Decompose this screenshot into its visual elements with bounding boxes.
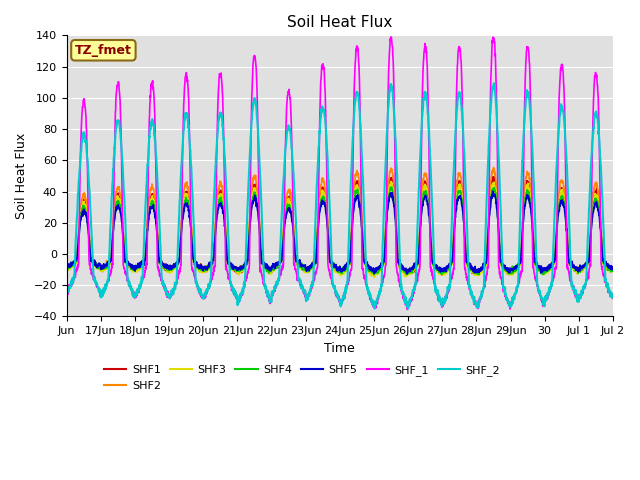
SHF2 [490, 165, 497, 170]
SHF1 [505, 268, 513, 274]
SHF4 [236, 267, 243, 273]
SHF2 [118, 200, 125, 205]
Line: SHF2: SHF2 [67, 168, 613, 275]
SHF5 [536, 265, 543, 271]
SHF5 [505, 266, 513, 272]
Line: SHF_1: SHF_1 [67, 37, 613, 310]
SHF3 [387, 179, 395, 184]
SHF2 [63, 265, 70, 271]
SHF3 [602, 263, 609, 269]
SHF4 [370, 272, 378, 278]
Line: SHF1: SHF1 [67, 177, 613, 275]
X-axis label: Time: Time [324, 342, 355, 355]
Y-axis label: Soil Heat Flux: Soil Heat Flux [15, 133, 28, 219]
Legend: SHF1, SHF2, SHF3, SHF4, SHF5, SHF_1, SHF_2: SHF1, SHF2, SHF3, SHF4, SHF5, SHF_1, SHF… [100, 361, 504, 395]
SHF_1 [236, 299, 243, 305]
SHF4 [387, 184, 395, 190]
SHF_2 [236, 294, 243, 300]
SHF3 [118, 207, 125, 213]
SHF4 [609, 267, 617, 273]
SHF5 [609, 265, 617, 271]
Line: SHF3: SHF3 [67, 181, 613, 277]
SHF3 [236, 268, 243, 274]
SHF_2 [505, 299, 513, 304]
SHF4 [118, 212, 125, 217]
SHF5 [602, 261, 609, 267]
SHF5 [372, 267, 380, 273]
SHF3 [609, 268, 617, 274]
SHF_1 [403, 307, 411, 312]
SHF_2 [490, 80, 498, 86]
SHF_2 [609, 292, 617, 298]
SHF_1 [63, 289, 70, 295]
SHF3 [536, 269, 543, 275]
SHF1 [602, 263, 609, 268]
SHF4 [536, 267, 543, 273]
SHF_2 [602, 278, 609, 284]
SHF2 [236, 269, 243, 275]
SHF3 [505, 271, 513, 276]
SHF_1 [536, 291, 543, 297]
SHF_1 [609, 294, 617, 300]
SHF1 [118, 206, 125, 212]
SHF2 [609, 267, 617, 273]
Text: TZ_fmet: TZ_fmet [75, 44, 132, 57]
SHF4 [602, 261, 609, 267]
SHF5 [403, 271, 411, 276]
SHF2 [373, 266, 381, 272]
SHF_1 [505, 299, 513, 304]
SHF4 [63, 264, 70, 270]
SHF1 [609, 268, 617, 274]
SHF2 [505, 268, 513, 274]
SHF5 [489, 189, 497, 194]
SHF_2 [373, 298, 381, 304]
SHF_2 [63, 286, 70, 291]
SHF5 [118, 216, 125, 221]
Line: SHF4: SHF4 [67, 187, 613, 275]
SHF_1 [602, 280, 609, 286]
SHF4 [505, 270, 513, 276]
SHF1 [236, 268, 243, 274]
SHF1 [371, 272, 379, 278]
SHF_1 [118, 140, 125, 146]
Line: SHF5: SHF5 [67, 192, 613, 274]
SHF3 [63, 264, 70, 269]
SHF1 [490, 174, 497, 180]
SHF2 [536, 265, 543, 271]
SHF2 [602, 262, 609, 267]
SHF_2 [118, 144, 125, 149]
SHF3 [373, 269, 381, 275]
SHF1 [536, 268, 543, 274]
SHF_2 [536, 289, 543, 295]
SHF1 [63, 263, 70, 268]
Title: Soil Heat Flux: Soil Heat Flux [287, 15, 392, 30]
Line: SHF_2: SHF_2 [67, 83, 613, 309]
SHF_1 [387, 34, 395, 40]
SHF2 [371, 272, 378, 278]
SHF_1 [372, 298, 380, 303]
SHF1 [373, 267, 381, 273]
SHF5 [63, 263, 70, 268]
SHF_2 [371, 306, 378, 312]
SHF4 [373, 268, 381, 274]
SHF3 [371, 275, 378, 280]
SHF5 [236, 266, 243, 272]
